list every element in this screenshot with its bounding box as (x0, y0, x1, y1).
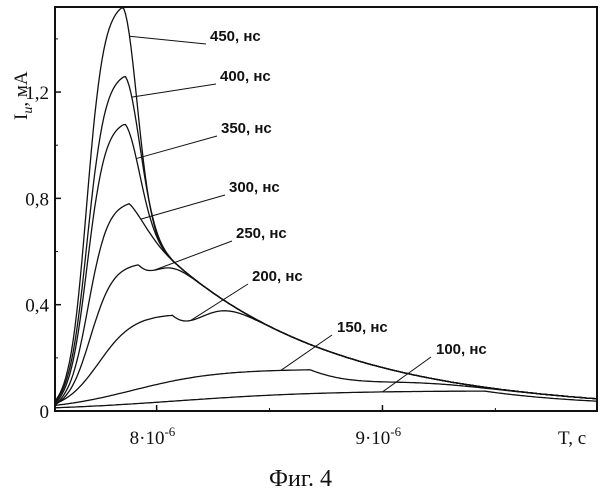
x-tick-label-1: 9·10-6 (355, 424, 401, 449)
axes-group: 00,40,81,28·10-69·10-6T, cIи, мА (11, 39, 586, 449)
curve-label-7: 150, нс (337, 319, 388, 336)
curve-label-1: 450, нс (210, 28, 261, 45)
curve-label-5: 250, нс (236, 225, 287, 242)
leader-line-5 (154, 241, 232, 270)
figure-caption: Фиг. 4 (0, 466, 601, 493)
y-tick-label-0: 0 (40, 402, 50, 423)
x-tick-label-0: 8·10-6 (130, 424, 176, 449)
curve-3 (55, 125, 597, 404)
x-tick-exponent: -6 (390, 424, 401, 439)
leader-line-7 (281, 335, 332, 370)
curve-4 (55, 204, 597, 404)
y-tick-label-2: 0,8 (25, 189, 49, 210)
leader-line-4 (141, 195, 225, 219)
curve-2 (55, 77, 597, 402)
curve-label-6: 200, нс (252, 268, 303, 285)
y-tick-label-1: 0,4 (25, 296, 49, 317)
leader-line-3 (136, 136, 217, 159)
curve-1 (55, 8, 597, 401)
x-tick-mantissa: 8·10 (130, 428, 165, 449)
curve-label-8: 100, нс (436, 341, 487, 358)
x-tick-exponent: -6 (164, 424, 175, 439)
x-tick-mantissa: 9·10 (355, 428, 390, 449)
x-axis-title: T, c (558, 428, 586, 449)
leader-line-8 (382, 357, 431, 392)
curve-5 (55, 265, 597, 405)
leader-line-2 (132, 84, 216, 97)
curve-7 (55, 370, 597, 406)
curves-group (55, 8, 597, 408)
y-axis-title-unit: , мА (11, 71, 32, 107)
figure-chart: 450, нс 400, нс 350, нс 300, нс 250, нс 200, … (0, 0, 601, 466)
leader-line-1 (130, 36, 206, 44)
curve-labels-group: 450, нс 400, нс 350, нс 300, нс 250, нс 200, … (210, 28, 487, 358)
curve-label-4: 300, нс (229, 179, 280, 196)
leader-line-6 (191, 284, 249, 321)
curve-label-2: 400, нс (220, 68, 271, 85)
curve-8 (55, 391, 597, 408)
leader-lines-group (130, 36, 431, 392)
curve-label-3: 350, нс (221, 120, 272, 137)
y-axis-title-sub: и (21, 107, 36, 114)
